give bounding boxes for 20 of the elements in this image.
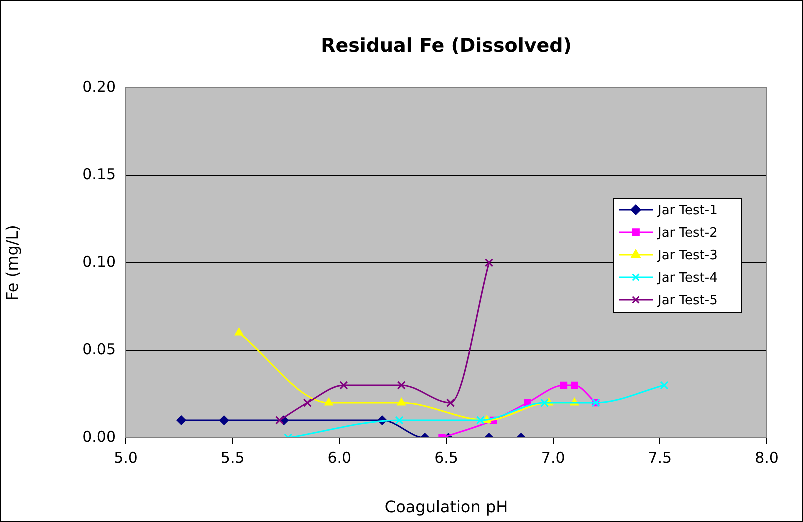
x-tick-label: 6.0 xyxy=(328,448,352,467)
y-tick-label: 0.05 xyxy=(82,340,116,358)
x-tick-label: 8.0 xyxy=(755,448,779,467)
y-axis-title: Fe (mg/L) xyxy=(2,225,22,301)
chart-title: Residual Fe (Dissolved) xyxy=(321,34,572,57)
y-tick-label: 0.15 xyxy=(82,165,116,184)
x-tick-label: 7.5 xyxy=(648,448,672,467)
y-tick-label: 0.00 xyxy=(82,428,116,446)
legend-label: Jar Test-4 xyxy=(657,270,718,286)
legend-label: Jar Test-5 xyxy=(657,293,718,308)
y-tick-label: 0.10 xyxy=(82,252,116,271)
legend-label: Jar Test-1 xyxy=(657,203,718,218)
legend-label: Jar Test-3 xyxy=(657,248,718,264)
legend-label: Jar Test-2 xyxy=(657,226,718,241)
x-axis-title: Coagulation pH xyxy=(384,498,508,517)
x-tick-label: 7.0 xyxy=(541,448,566,467)
y-tick-label: 0.20 xyxy=(82,78,116,96)
x-tick-label: 5.5 xyxy=(220,448,245,467)
x-tick-label: 5.0 xyxy=(114,448,138,467)
x-tick-label: 6.5 xyxy=(434,448,458,467)
